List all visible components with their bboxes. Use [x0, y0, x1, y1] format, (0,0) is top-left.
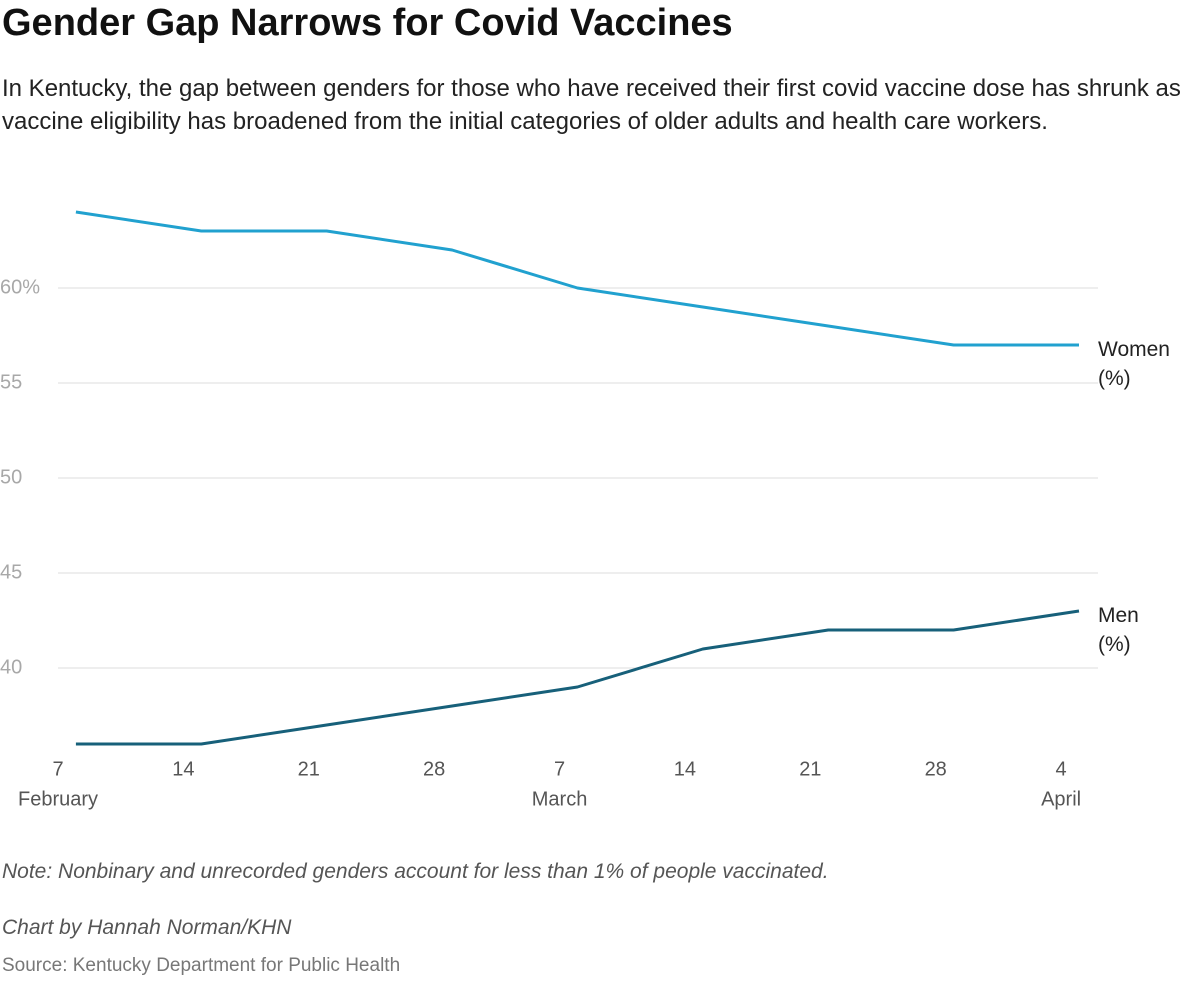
- x-tick-label: 4: [1056, 758, 1067, 780]
- series-label: Men (%): [1098, 604, 1139, 656]
- series-line: [75, 210, 1079, 347]
- x-tick-label: 21: [298, 758, 320, 780]
- x-tick-label: 14: [172, 758, 194, 780]
- y-tick-label: 45: [0, 561, 22, 583]
- x-month-label: April: [1041, 788, 1081, 810]
- x-month-label: March: [532, 788, 588, 810]
- y-tick-label: 55: [0, 371, 22, 393]
- y-tick-label: 50: [0, 466, 22, 488]
- x-month-label: February: [18, 788, 98, 810]
- x-tick-label: 28: [925, 758, 947, 780]
- chart-subtitle: In Kentucky, the gap between genders for…: [2, 75, 1181, 135]
- source: Source: Kentucky Department for Public H…: [2, 955, 401, 976]
- y-tick-label: 60%: [0, 276, 40, 298]
- x-tick-label: 21: [799, 758, 821, 780]
- x-tick-label: 7: [554, 758, 565, 780]
- x-tick-label: 14: [674, 758, 696, 780]
- y-tick-label: 40: [0, 656, 22, 678]
- x-tick-label: 7: [52, 758, 63, 780]
- series-line: [75, 609, 1080, 746]
- credit: Chart by Hannah Norman/KHN: [2, 916, 292, 939]
- series-label: Women (%): [1098, 338, 1170, 390]
- chart-title: Gender Gap Narrows for Covid Vaccines: [2, 2, 733, 44]
- note: Note: Nonbinary and unrecorded genders a…: [2, 860, 829, 883]
- x-tick-label: 28: [423, 758, 445, 780]
